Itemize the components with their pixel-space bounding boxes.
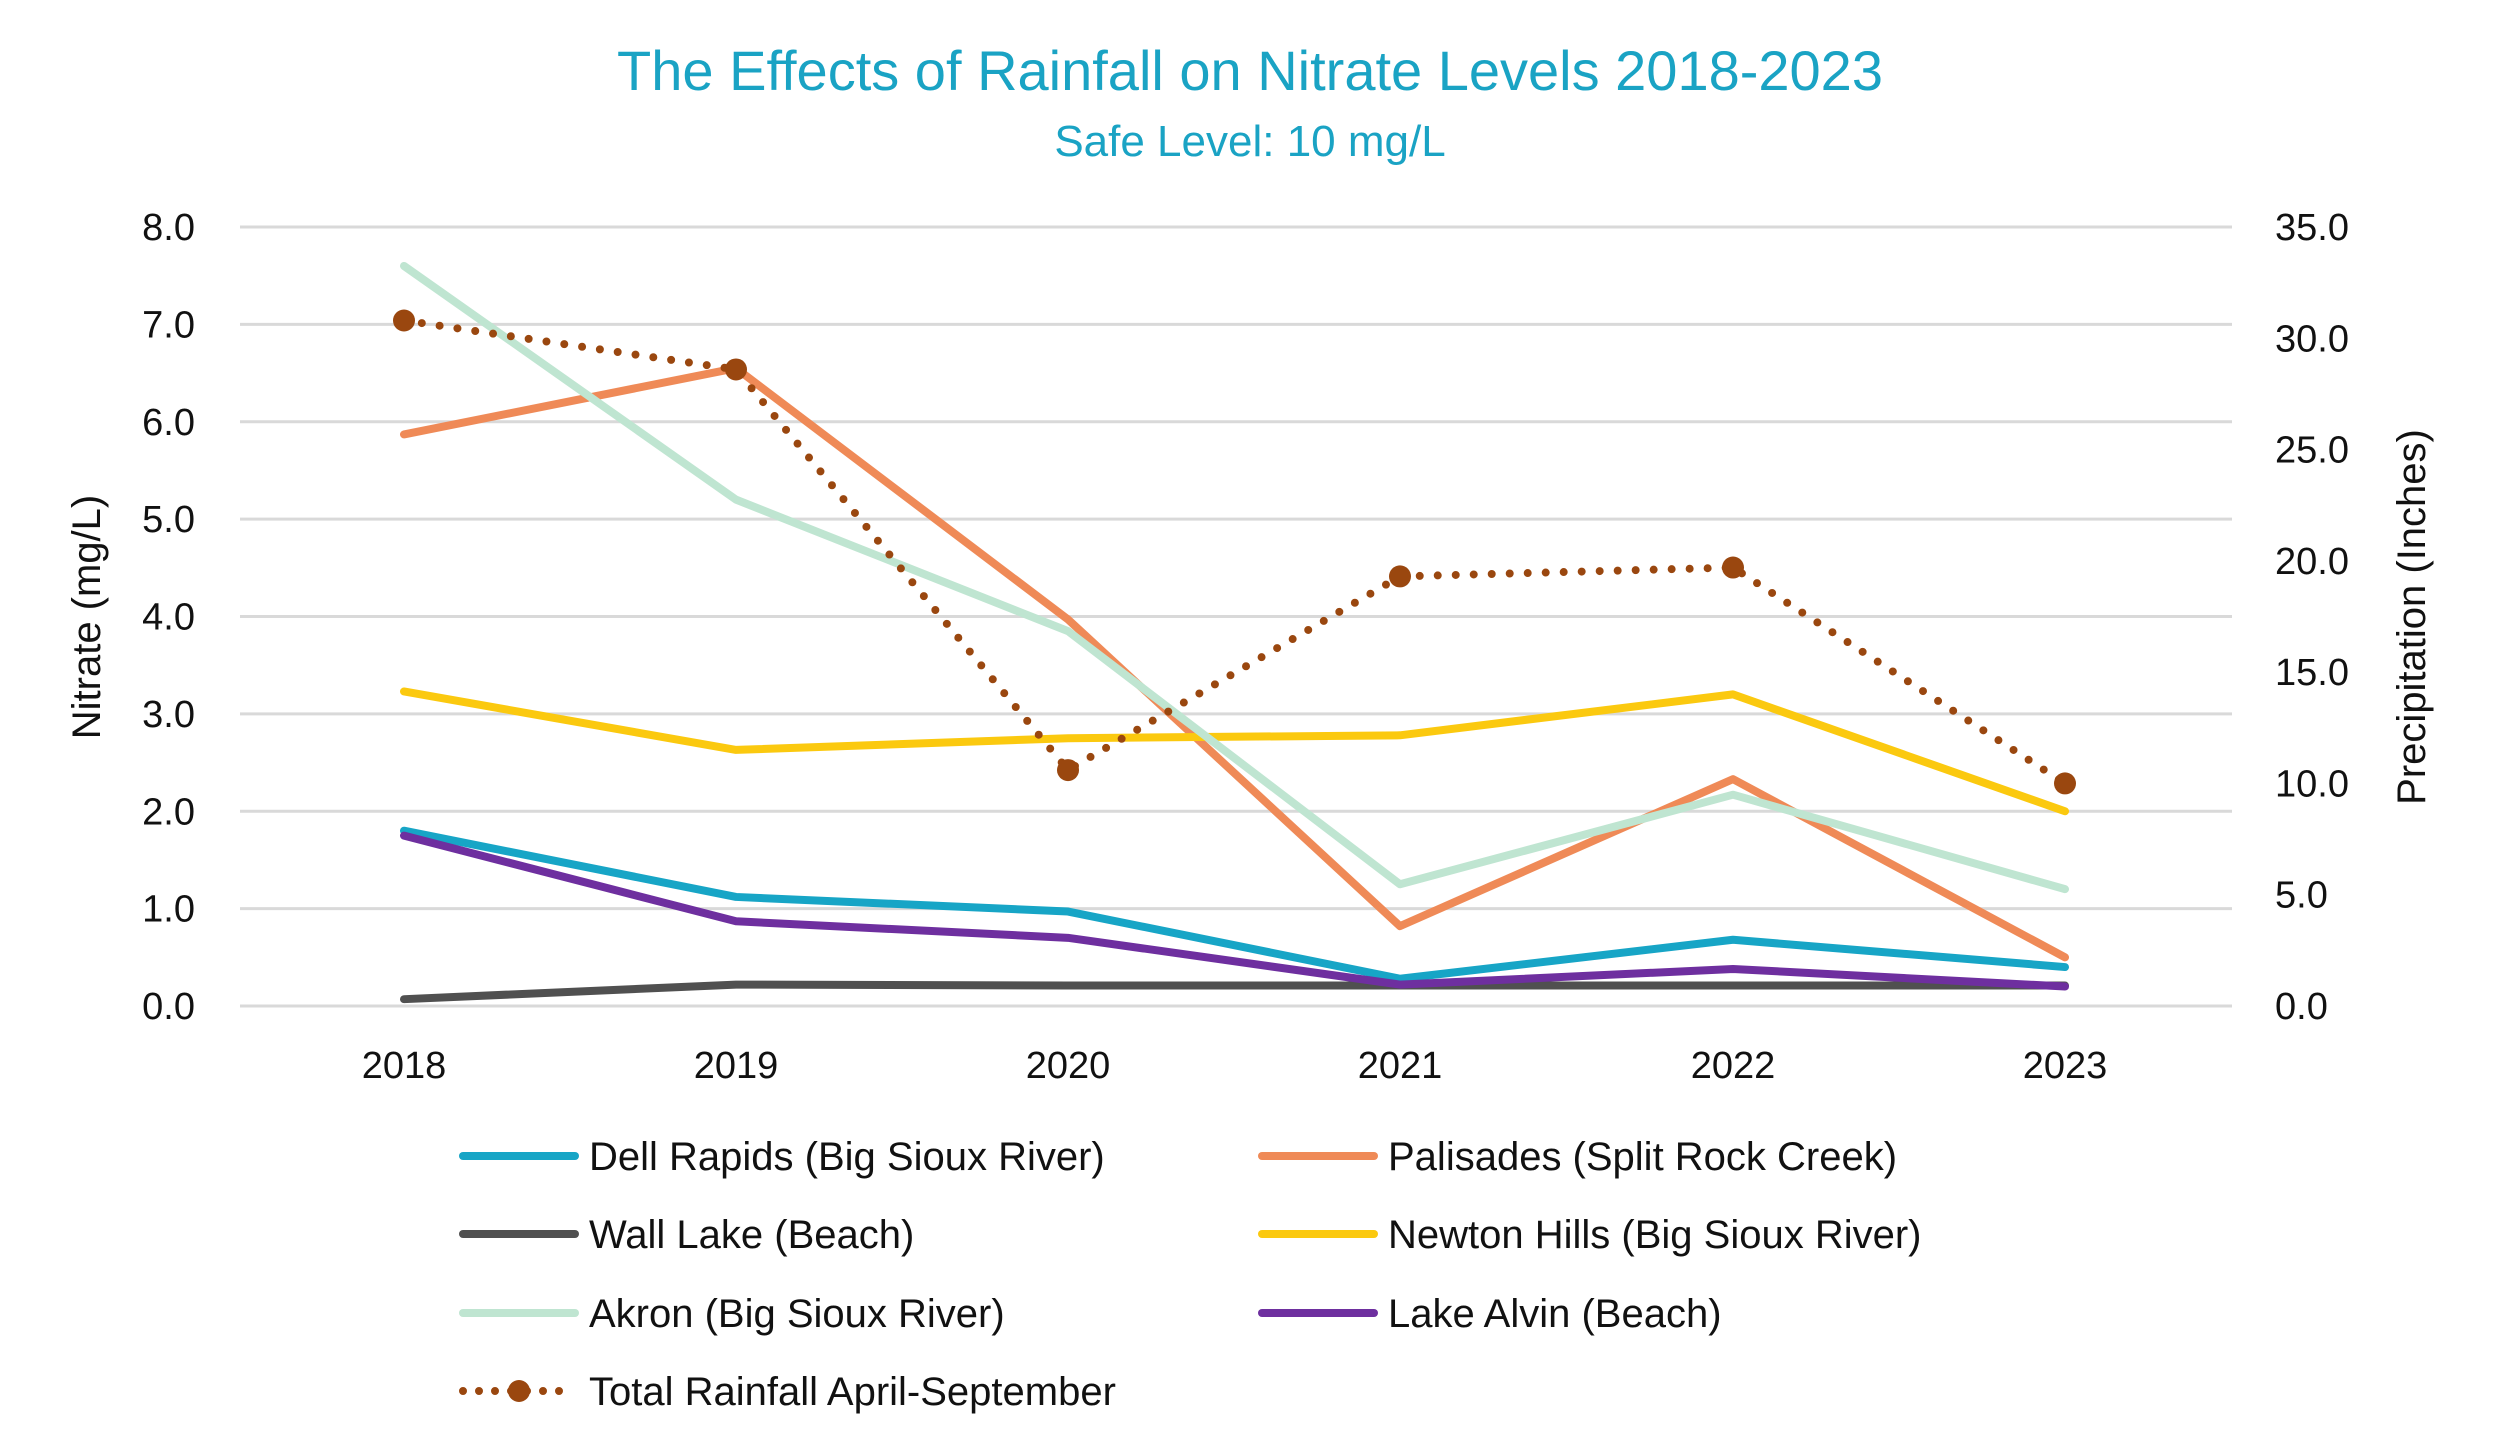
- y2-axis-label: Precipitation (Inches): [2390, 429, 2434, 805]
- y-tick-label: 3.0: [142, 694, 195, 736]
- legend-label: Lake Alvin (Beach): [1388, 1292, 1722, 1336]
- series-line: [400, 826, 2069, 983]
- data-point: [2054, 772, 2076, 795]
- legend-label: Dell Rapids (Big Sioux River): [589, 1135, 1105, 1179]
- legend-item: Lake Alvin (Beach): [1258, 1292, 1722, 1336]
- series-4: [400, 261, 2069, 894]
- legend-label: Newton Hills (Big Sioux River): [1388, 1213, 1921, 1257]
- series-line: [400, 316, 2069, 788]
- legend-label: Wall Lake (Beach): [589, 1213, 914, 1257]
- y2-tick-label: 0.0: [2275, 986, 2328, 1028]
- chart-title: The Effects of Rainfall on Nitrate Level…: [617, 39, 1883, 102]
- legend-item: Wall Lake (Beach): [459, 1213, 914, 1257]
- series-1: [400, 364, 2069, 962]
- legend-item: Newton Hills (Big Sioux River): [1258, 1213, 1921, 1257]
- y-axis-label: Nitrate (mg/L): [65, 495, 109, 740]
- series-5: [400, 831, 2069, 991]
- series-2: [400, 980, 2069, 1004]
- legend-label: Total Rainfall April-September: [589, 1370, 1116, 1414]
- y-tick-label: 1.0: [142, 889, 195, 931]
- series-3: [400, 687, 2069, 816]
- x-tick-label: 2021: [1358, 1045, 1443, 1087]
- legend-item: Akron (Big Sioux River): [459, 1292, 1005, 1336]
- legend-item: Palisades (Split Rock Creek): [1258, 1135, 1897, 1179]
- chart-subtitle: Safe Level: 10 mg/L: [1054, 117, 1445, 166]
- y2-tick-label: 35.0: [2275, 207, 2349, 249]
- y-tick-label: 2.0: [142, 791, 195, 833]
- legend-item: Total Rainfall April-September: [459, 1370, 1116, 1414]
- legend-item: Dell Rapids (Big Sioux River): [459, 1135, 1105, 1179]
- y2-tick-label: 5.0: [2275, 875, 2328, 917]
- x-tick-label: 2020: [1026, 1045, 1111, 1087]
- series-line: [400, 831, 2069, 991]
- y2-tick-label: 30.0: [2275, 318, 2349, 360]
- legend-label: Palisades (Split Rock Creek): [1388, 1135, 1897, 1179]
- y-tick-label: 4.0: [142, 597, 195, 639]
- data-point: [1057, 759, 1079, 782]
- data-point: [1389, 565, 1411, 588]
- series-0: [400, 826, 2069, 983]
- y2-tick-label: 25.0: [2275, 430, 2349, 472]
- legend-label: Akron (Big Sioux River): [589, 1292, 1005, 1336]
- series-line: [400, 980, 2069, 1004]
- y-tick-label: 5.0: [142, 499, 195, 541]
- y-tick-label: 0.0: [142, 986, 195, 1028]
- data-point: [725, 358, 747, 381]
- x-tick-label: 2018: [362, 1045, 447, 1087]
- series-line: [400, 364, 2069, 962]
- y-tick-label: 8.0: [142, 207, 195, 249]
- y-tick-label: 6.0: [142, 402, 195, 444]
- x-tick-label: 2022: [1691, 1045, 1776, 1087]
- series-line: [400, 261, 2069, 894]
- y-tick-label: 7.0: [142, 304, 195, 346]
- x-tick-label: 2023: [2023, 1045, 2108, 1087]
- data-point: [393, 309, 415, 332]
- y2-tick-label: 20.0: [2275, 541, 2349, 583]
- data-point: [1722, 556, 1744, 579]
- legend-marker: [508, 1380, 530, 1402]
- y2-tick-label: 15.0: [2275, 652, 2349, 694]
- y2-tick-label: 10.0: [2275, 763, 2349, 805]
- x-tick-label: 2019: [694, 1045, 779, 1087]
- series-6: [393, 309, 2076, 795]
- series-line: [400, 687, 2069, 816]
